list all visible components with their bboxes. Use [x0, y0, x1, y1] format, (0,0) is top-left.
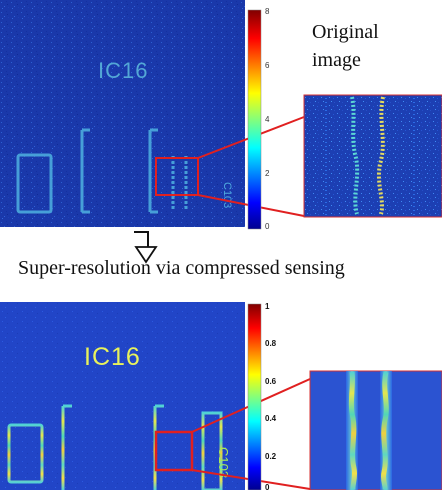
top-colorbar-tick-0: 0 [265, 222, 270, 231]
bottom-colorbar [247, 303, 262, 490]
top-map-structures [16, 128, 188, 214]
top-map-label: IC16 [98, 58, 148, 83]
bottom-colorbar-tick-0-6: 0.6 [265, 377, 277, 386]
bottom-map-secondary-label: C103 [216, 447, 231, 478]
bottom-colorbar-tick-1: 1 [265, 302, 270, 311]
process-arrow-top-bracket [134, 231, 149, 247]
top-caption-line-1: Original [312, 21, 379, 43]
bottom-zoom-panel [309, 370, 442, 490]
bottom-panel: IC16 C103 [0, 302, 311, 490]
bottom-colorbar-tick-0: 0 [265, 483, 270, 490]
top-heatmap [0, 0, 245, 227]
bottom-highlight-box [154, 430, 194, 472]
bottom-zoom-image [309, 370, 442, 490]
bottom-map-label: IC16 [84, 343, 141, 371]
bottom-left-box-structure [7, 423, 44, 484]
top-zoom-image [303, 94, 442, 218]
bottom-colorbar-tick-0-8: 0.8 [265, 339, 277, 348]
top-highlight-box [155, 157, 199, 196]
top-map-secondary-label: C103 [221, 182, 233, 208]
top-zoom-panel [303, 94, 442, 218]
top-panel: IC16 C103 [0, 0, 305, 227]
top-colorbar [247, 9, 262, 230]
bottom-right-frame-structure [201, 411, 223, 490]
top-left-bracket-structure [80, 128, 90, 214]
top-zoom-trace-2 [377, 96, 385, 215]
bottom-colorbar-tick-0-2: 0.2 [265, 452, 277, 461]
bottom-colorbar-tick-0-4: 0.4 [265, 414, 277, 423]
top-colorbar-tick-6: 6 [265, 61, 270, 70]
top-zoom-trace-1 [350, 96, 360, 215]
bottom-zoom-trace-1 [348, 371, 358, 490]
top-colorbar-tick-8: 8 [265, 7, 270, 16]
top-colorbar-tick-2: 2 [265, 169, 270, 178]
top-caption-line-2: image [312, 49, 361, 71]
top-left-box-structure [16, 153, 53, 214]
top-colorbar-tick-4: 4 [265, 115, 270, 124]
process-arrow [134, 231, 158, 264]
method-caption: Super-resolution via compressed sensing [18, 257, 345, 279]
bottom-heatmap [0, 302, 245, 490]
bottom-left-bracket-structure [61, 404, 72, 490]
bottom-colorbar-group: 1 0.8 0.6 0.4 0.2 0 [247, 302, 277, 490]
top-colorbar-group: 8 6 4 2 0 [247, 7, 270, 231]
top-mid-bracket-structure [148, 128, 158, 214]
process-arrow-head [134, 246, 158, 264]
bottom-zoom-trace-2 [380, 371, 389, 490]
